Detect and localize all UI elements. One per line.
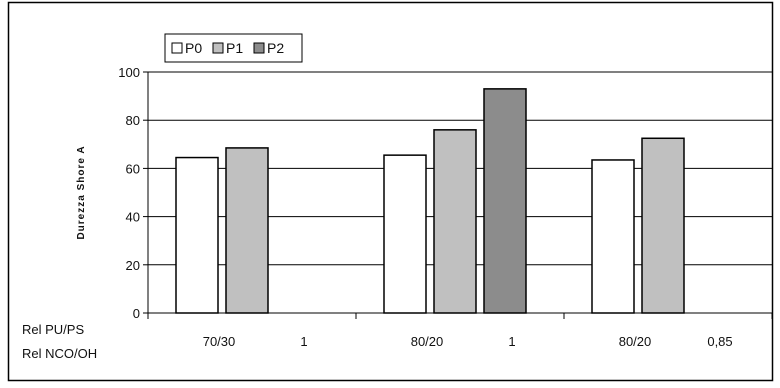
row-label-1: Rel PU/PS — [22, 322, 84, 337]
row-label-2: Rel NCO/OH — [22, 346, 97, 361]
bar-p1-group-3 — [641, 137, 685, 314]
legend-label-p1: P1 — [226, 40, 243, 56]
legend-swatch-p0 — [171, 42, 183, 54]
y-tick-label-80: 80 — [126, 113, 140, 128]
y-tick-label-20: 20 — [126, 258, 140, 273]
y-tick-labels: 0 20 40 60 80 100 — [118, 65, 140, 321]
cat-nco-oh-1: 1 — [300, 334, 307, 349]
y-tick-label-60: 60 — [126, 161, 140, 176]
y-tick-label-0: 0 — [133, 306, 140, 321]
y-tick-label-100: 100 — [118, 65, 140, 80]
legend-label-p0: P0 — [185, 40, 202, 56]
legend-swatch-p1 — [212, 42, 224, 54]
cat-nco-oh-2: 1 — [508, 334, 515, 349]
legend-label-p2: P2 — [267, 40, 284, 56]
cat-pu-ps-1: 70/30 — [203, 334, 236, 349]
bar-p0-group-1 — [175, 156, 219, 314]
legend-swatch-p2 — [253, 42, 265, 54]
y-tick-label-40: 40 — [126, 210, 140, 225]
cat-pu-ps-3: 80/20 — [619, 334, 652, 349]
legend-box — [164, 33, 303, 63]
bar-p0-group-3 — [591, 159, 635, 314]
axes — [143, 71, 773, 319]
bar-p0-group-2 — [383, 154, 427, 314]
legend: P0 P1 P2 — [164, 33, 303, 63]
y-axis-label: Durezza Shore A — [76, 145, 87, 239]
bar-p2-group-2 — [483, 88, 527, 314]
bar-p1-group-2 — [433, 129, 477, 314]
bar-p1-group-1 — [225, 147, 269, 314]
cat-nco-oh-3: 0,85 — [707, 334, 732, 349]
cat-pu-ps-2: 80/20 — [411, 334, 444, 349]
category-labels: Rel PU/PS Rel NCO/OH 70/30 1 80/20 1 80/20 0,85 — [22, 322, 733, 361]
bars — [175, 88, 685, 314]
